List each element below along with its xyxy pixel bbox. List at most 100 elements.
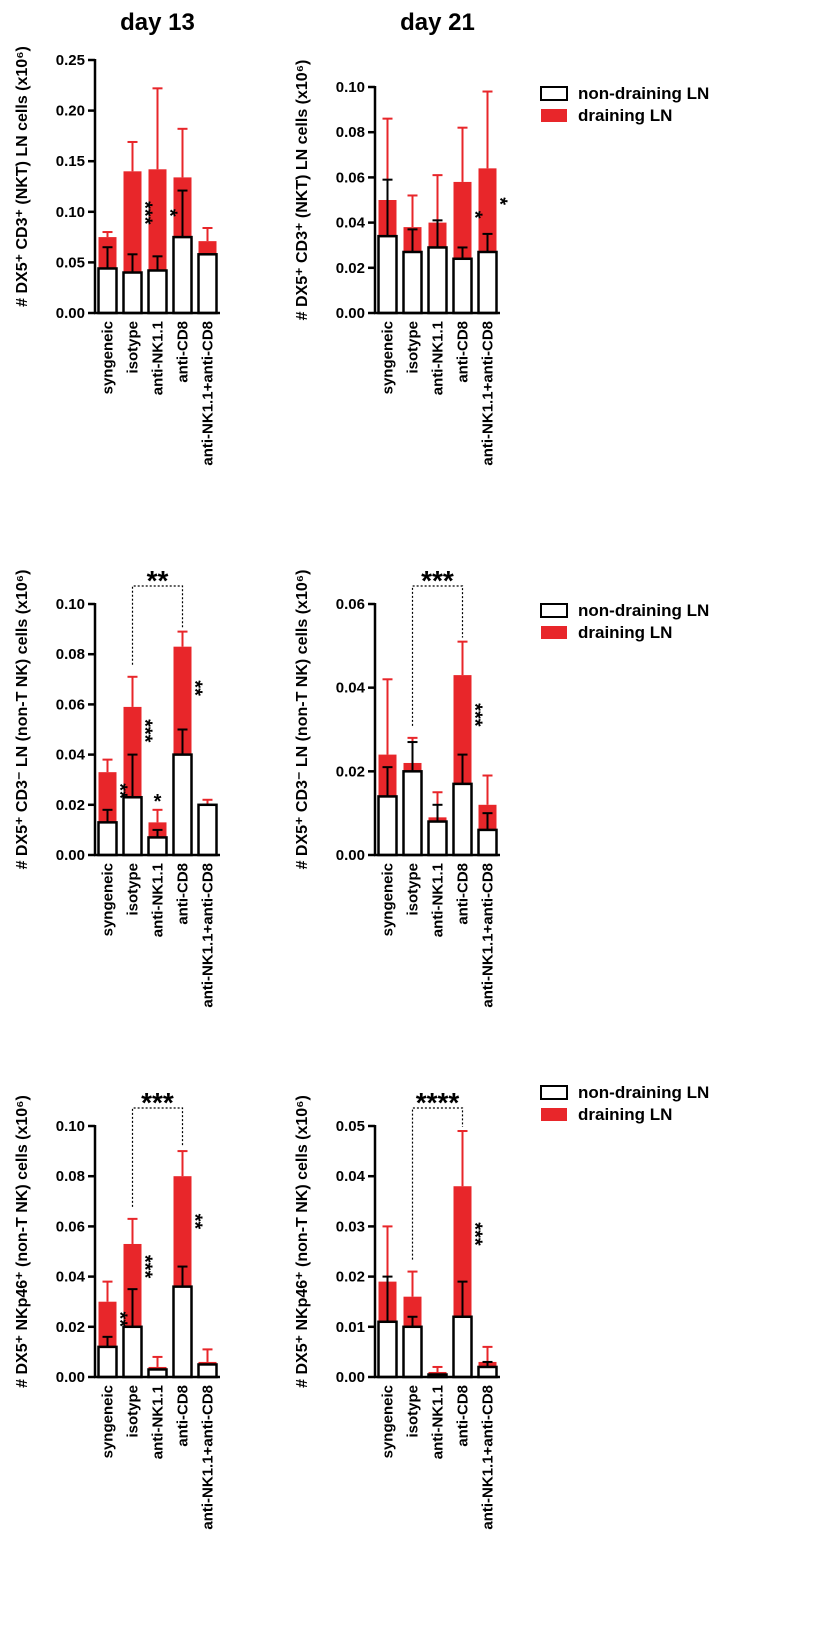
x-tick-label: syngeneic	[100, 321, 117, 394]
bar	[197, 803, 218, 857]
y-tick-label: 0.02	[336, 260, 365, 277]
bar	[147, 836, 168, 857]
y-tick-label: 0.20	[56, 103, 85, 120]
x-tick-label: isotype	[405, 1385, 422, 1438]
x-tick-label: isotype	[405, 863, 422, 916]
bar	[377, 1320, 398, 1379]
bar	[97, 821, 118, 857]
bar	[172, 753, 193, 857]
x-tick-label: anti-CD8	[175, 863, 192, 925]
y-axis-label: # DX5⁺ CD3⁻ LN (non-T NK) cells (x10⁶)	[14, 570, 31, 870]
significance: **	[184, 680, 206, 696]
bar	[122, 1325, 143, 1379]
bar	[402, 250, 423, 315]
x-tick-label: syngeneic	[100, 1385, 117, 1458]
bracket-label: **	[147, 565, 169, 596]
bar	[172, 235, 193, 315]
y-tick-label: 0.08	[336, 124, 365, 141]
significance: *	[489, 197, 511, 205]
x-tick-label: anti-NK1.1+anti-CD8	[480, 1385, 497, 1530]
y-tick-label: 0.25	[56, 52, 85, 69]
y-tick-label: 0.05	[56, 254, 85, 271]
legend-label: draining LN	[578, 1105, 672, 1124]
legend-swatch	[540, 1085, 568, 1100]
bar	[147, 269, 168, 315]
y-tick-label: 0.04	[56, 1269, 86, 1286]
y-axis-label: # DX5⁺ CD3⁺ (NKT) LN cells (x10⁶)	[14, 46, 31, 307]
significance: **	[184, 1214, 206, 1230]
x-tick-label: anti-CD8	[455, 1385, 472, 1447]
legend-label: non-draining LN	[578, 601, 709, 620]
bracket	[131, 1107, 184, 1207]
bracket	[131, 585, 184, 665]
y-tick-label: 0.08	[56, 1168, 85, 1185]
x-tick-label: isotype	[125, 1385, 142, 1438]
significance: ***	[464, 703, 486, 727]
panel-title: day 13	[120, 9, 195, 36]
bar	[427, 246, 448, 315]
x-tick-label: anti-CD8	[455, 863, 472, 925]
y-tick-label: 0.02	[336, 763, 365, 780]
bar	[97, 267, 118, 315]
y-tick-label: 0.04	[336, 1168, 366, 1185]
y-axis-label: # DX5⁺ CD3⁻ LN (non-T NK) cells (x10⁶)	[294, 570, 311, 870]
x-tick-label: isotype	[125, 863, 142, 916]
bar	[122, 796, 143, 857]
y-tick-label: 0.01	[336, 1319, 365, 1336]
y-tick-label: 0.03	[336, 1218, 365, 1235]
bracket-label: ***	[421, 565, 454, 596]
bar	[477, 828, 498, 857]
bar	[377, 234, 398, 315]
x-tick-label: anti-NK1.1+anti-CD8	[480, 321, 497, 466]
y-tick-label: 0.06	[336, 169, 365, 186]
bar	[377, 795, 398, 857]
x-tick-label: anti-CD8	[175, 1385, 192, 1447]
bar	[477, 1365, 498, 1379]
significance: ***	[134, 201, 156, 225]
legend-swatch	[541, 1108, 567, 1121]
significance: **	[109, 783, 131, 799]
y-tick-label: 0.06	[336, 596, 365, 613]
y-tick-label: 0.00	[56, 1369, 85, 1386]
y-tick-label: 0.04	[336, 215, 366, 232]
x-tick-label: syngeneic	[380, 863, 397, 936]
y-tick-label: 0.02	[56, 1319, 85, 1336]
bar	[402, 770, 423, 857]
x-tick-label: anti-NK1.1	[150, 321, 167, 395]
x-tick-label: anti-NK1.1+anti-CD8	[480, 863, 497, 1008]
y-tick-label: 0.05	[336, 1118, 365, 1135]
legend-label: draining LN	[578, 106, 672, 125]
legend-label: non-draining LN	[578, 84, 709, 103]
bar	[172, 1285, 193, 1379]
y-tick-label: 0.15	[56, 153, 85, 170]
y-axis-label: # DX5⁺ NKp46⁺ (non-T NK) cells (x10⁶)	[14, 1095, 31, 1388]
x-tick-label: anti-NK1.1	[430, 863, 447, 937]
legend-swatch	[540, 86, 568, 101]
x-tick-label: isotype	[405, 321, 422, 374]
bar	[477, 250, 498, 315]
y-tick-label: 0.00	[56, 305, 85, 322]
bar	[427, 820, 448, 857]
y-tick-label: 0.10	[336, 79, 365, 96]
bracket	[411, 585, 464, 726]
significance: ***	[134, 719, 156, 743]
y-tick-label: 0.06	[56, 1218, 85, 1235]
y-tick-label: 0.00	[336, 305, 365, 322]
x-tick-label: anti-CD8	[455, 321, 472, 383]
x-tick-label: syngeneic	[380, 1385, 397, 1458]
y-axis-label: # DX5⁺ CD3⁺ (NKT) LN cells (x10⁶)	[294, 60, 311, 321]
bar	[452, 257, 473, 315]
x-tick-label: syngeneic	[100, 863, 117, 936]
bracket-label: ***	[141, 1087, 174, 1118]
x-tick-label: anti-NK1.1+anti-CD8	[200, 1385, 217, 1530]
significance: *	[464, 211, 486, 219]
legend-label: non-draining LN	[578, 1083, 709, 1102]
x-tick-label: anti-NK1.1+anti-CD8	[200, 863, 217, 1008]
bar	[122, 271, 143, 315]
x-tick-label: anti-CD8	[175, 321, 192, 383]
y-axis-label: # DX5⁺ NKp46⁺ (non-T NK) cells (x10⁶)	[294, 1095, 311, 1388]
x-tick-label: anti-NK1.1	[430, 321, 447, 395]
legend-swatch	[540, 603, 568, 618]
bracket	[411, 1107, 464, 1260]
